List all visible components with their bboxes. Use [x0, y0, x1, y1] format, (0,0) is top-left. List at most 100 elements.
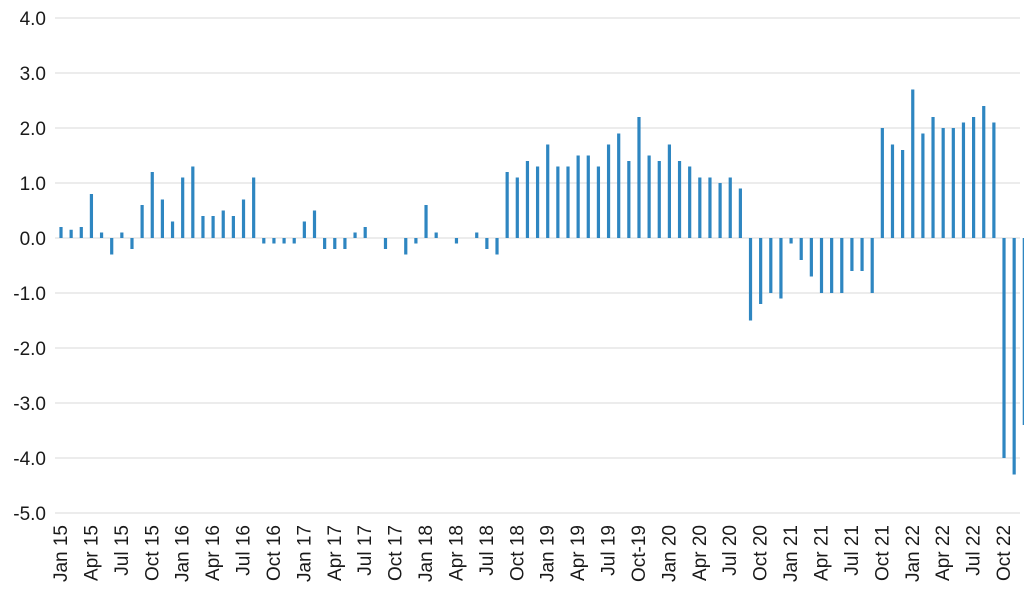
x-tick-label: Jan 16 — [173, 525, 194, 582]
bar — [181, 177, 185, 238]
bar — [972, 117, 976, 238]
bar — [505, 172, 509, 238]
x-tick-label: Apr 21 — [812, 525, 833, 581]
bar — [272, 238, 276, 244]
bar — [769, 238, 773, 293]
bar — [627, 161, 631, 238]
x-tick-label: Jan 21 — [781, 525, 802, 582]
x-tick-label: Apr 20 — [690, 525, 711, 581]
bar — [302, 221, 306, 238]
bar — [961, 122, 966, 238]
y-tick-label: -5.0 — [13, 504, 46, 525]
y-tick-label: -2.0 — [13, 339, 46, 360]
bar — [941, 128, 945, 238]
x-tick-label: Oct-19 — [629, 525, 650, 582]
bar — [262, 238, 266, 244]
bar — [921, 133, 925, 238]
bar — [982, 106, 986, 238]
bar — [698, 177, 702, 238]
bar — [1022, 238, 1024, 425]
bar — [160, 199, 164, 238]
x-tick-label: Apr 17 — [325, 525, 346, 581]
y-tick-label: -4.0 — [13, 449, 46, 470]
bar — [170, 221, 175, 238]
bar — [343, 238, 347, 249]
x-tick-label: Jul 19 — [599, 525, 620, 576]
bar — [59, 227, 63, 238]
x-axis: Jan 15 Apr 15 Jul 15 Oct 15 Jan 16 Apr 16 Jul … — [51, 525, 1015, 582]
bar — [495, 238, 499, 255]
bar — [586, 155, 590, 238]
bar — [992, 122, 996, 238]
bar — [110, 238, 114, 255]
bar — [708, 177, 712, 238]
x-tick-label: Jul 15 — [112, 525, 133, 576]
y-tick-label: 1.0 — [20, 174, 46, 195]
x-tick-label: Apr 16 — [203, 525, 224, 581]
bar — [748, 238, 753, 321]
bar — [323, 238, 327, 249]
x-tick-label: Jul 18 — [477, 525, 498, 576]
bar — [617, 133, 621, 238]
bar — [819, 238, 824, 293]
bar — [596, 166, 601, 238]
bar — [759, 238, 763, 304]
bar — [69, 229, 73, 238]
y-tick-label: 2.0 — [20, 119, 46, 140]
x-tick-label: Jan 22 — [903, 525, 924, 582]
bar — [647, 155, 651, 238]
y-tick-label: 4.0 — [20, 9, 46, 30]
y-tick-label: -3.0 — [13, 394, 46, 415]
x-tick-label: Jul 17 — [355, 525, 376, 576]
bar — [252, 177, 256, 238]
x-tick-label: Apr 18 — [446, 525, 467, 581]
bar — [890, 144, 895, 238]
bar — [566, 166, 570, 238]
bar — [89, 194, 94, 238]
bar — [799, 238, 803, 260]
bar — [1002, 238, 1006, 458]
x-tick-label: Oct 22 — [994, 525, 1015, 581]
bar — [485, 238, 489, 249]
bar — [637, 117, 641, 238]
bar — [911, 89, 915, 238]
x-tick-label: Jul 16 — [234, 525, 255, 576]
bar — [282, 238, 286, 244]
x-tick-label: Jan 15 — [51, 525, 72, 582]
bar — [404, 238, 408, 255]
bar — [79, 227, 83, 238]
bars — [59, 89, 1024, 475]
x-tick-label: Jan 17 — [294, 525, 315, 582]
bar — [454, 238, 459, 244]
x-tick-label: Jul 20 — [720, 525, 741, 576]
bar — [880, 128, 884, 238]
bar — [130, 238, 134, 249]
bar — [850, 238, 854, 271]
x-tick-label: Apr 22 — [933, 525, 954, 581]
bar — [140, 205, 144, 238]
bar — [677, 161, 682, 238]
bar — [779, 238, 783, 299]
bar — [434, 232, 438, 238]
bar — [241, 199, 246, 238]
x-tick-label: Jan 20 — [659, 525, 680, 582]
bar — [606, 144, 611, 238]
bar — [363, 227, 367, 238]
bar — [931, 117, 935, 238]
bar — [789, 238, 793, 244]
x-tick-label: Oct 15 — [142, 525, 163, 581]
bar — [951, 128, 955, 238]
bar — [667, 144, 671, 238]
bar — [424, 205, 428, 238]
gridlines — [55, 17, 1020, 514]
bar — [576, 155, 580, 238]
bar — [312, 210, 317, 238]
bar — [120, 232, 124, 238]
bar — [150, 172, 154, 238]
bar — [860, 238, 864, 271]
bar — [728, 177, 732, 238]
x-tick-label: Jan 18 — [416, 525, 437, 582]
x-tick-label: Jul 21 — [842, 525, 863, 576]
x-tick-label: Apr 15 — [81, 525, 102, 581]
